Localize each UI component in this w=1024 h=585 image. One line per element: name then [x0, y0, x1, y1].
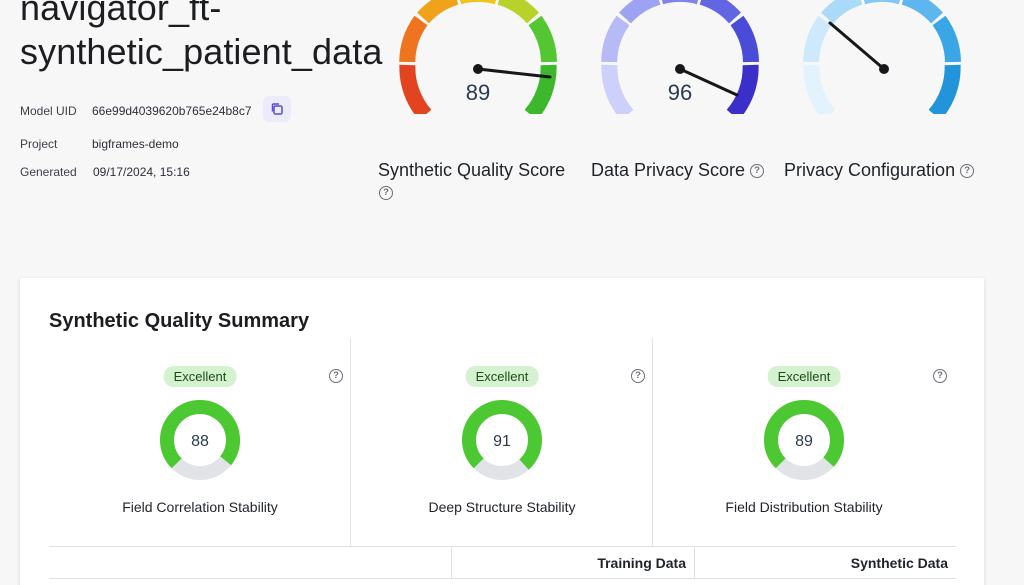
privacy-score-help-icon[interactable]: ?	[750, 164, 765, 179]
project-value: bigframes-demo	[92, 137, 179, 151]
quality-score-label: Synthetic Quality Score	[378, 160, 566, 180]
field-distribution-value: 89	[795, 433, 813, 450]
privacy-score-label: Data Privacy Score ?	[591, 160, 765, 181]
copy-uid-button[interactable]	[263, 96, 291, 122]
comparison-table-header: Training Data Synthetic Data	[49, 546, 956, 579]
table-row-divider	[49, 578, 956, 579]
quality-score-value: 89	[466, 80, 490, 105]
field-distribution-label: Field Distribution Stability	[725, 499, 883, 515]
summary-title: Synthetic Quality Summary	[49, 310, 310, 332]
column-header-training[interactable]: Training Data	[597, 555, 686, 571]
field-correlation-help-icon[interactable]: ?	[329, 369, 343, 383]
status-badge: Excellent	[767, 366, 841, 387]
privacy-score-value: 96	[668, 80, 692, 105]
deep-structure-ring: 91	[462, 400, 542, 480]
column-divider	[451, 547, 452, 579]
quality-score-help-icon[interactable]: ?	[379, 186, 393, 200]
column-divider	[694, 547, 695, 579]
metric-deep-structure: Excellent ? 91 Deep Structure Stability	[351, 338, 653, 546]
field-distribution-help-icon[interactable]: ?	[933, 369, 947, 383]
field-distribution-ring: 89	[764, 400, 844, 480]
copy-icon	[271, 103, 283, 115]
privacy-score-label-text: Data Privacy Score	[591, 160, 746, 180]
field-correlation-ring: 88	[160, 400, 240, 480]
column-divider	[350, 338, 351, 546]
deep-structure-label: Deep Structure Stability	[428, 499, 576, 515]
meta-key: Project	[20, 137, 58, 151]
deep-structure-value: 91	[493, 433, 511, 450]
privacy-config-label: Privacy Configuration ?	[784, 160, 975, 181]
field-correlation-label: Field Correlation Stability	[122, 499, 278, 515]
privacy-config-label-text: Privacy Configuration	[784, 160, 956, 180]
quality-score-gauge: 89	[398, 0, 558, 121]
metric-field-correlation: Excellent ? 88 Field Correlation Stabili…	[49, 338, 351, 546]
meta-key: Generated	[20, 165, 77, 179]
metric-field-distribution: Excellent ? 89 Field Distribution Stabil…	[653, 338, 955, 546]
status-badge: Excellent	[465, 366, 539, 387]
privacy-config-gauge	[802, 0, 962, 121]
privacy-score-gauge: 96	[600, 0, 760, 121]
privacy-config-help-icon[interactable]: ?	[960, 164, 975, 179]
deep-structure-help-icon[interactable]: ?	[631, 369, 645, 383]
model-uid-value: 66e99d4039620b765e24b8c7	[92, 104, 252, 118]
status-badge: Excellent	[163, 366, 237, 387]
quality-summary-card: Synthetic Quality Summary Excellent ? 88…	[20, 278, 984, 585]
column-header-synthetic[interactable]: Synthetic Data	[850, 555, 948, 571]
field-correlation-value: 88	[191, 433, 209, 450]
page-title: navigator_ft-synthetic_patient_data	[20, 0, 383, 72]
meta-key: Model UID	[20, 104, 77, 118]
generated-value: 09/17/2024, 15:16	[93, 165, 190, 179]
column-divider	[652, 338, 653, 546]
